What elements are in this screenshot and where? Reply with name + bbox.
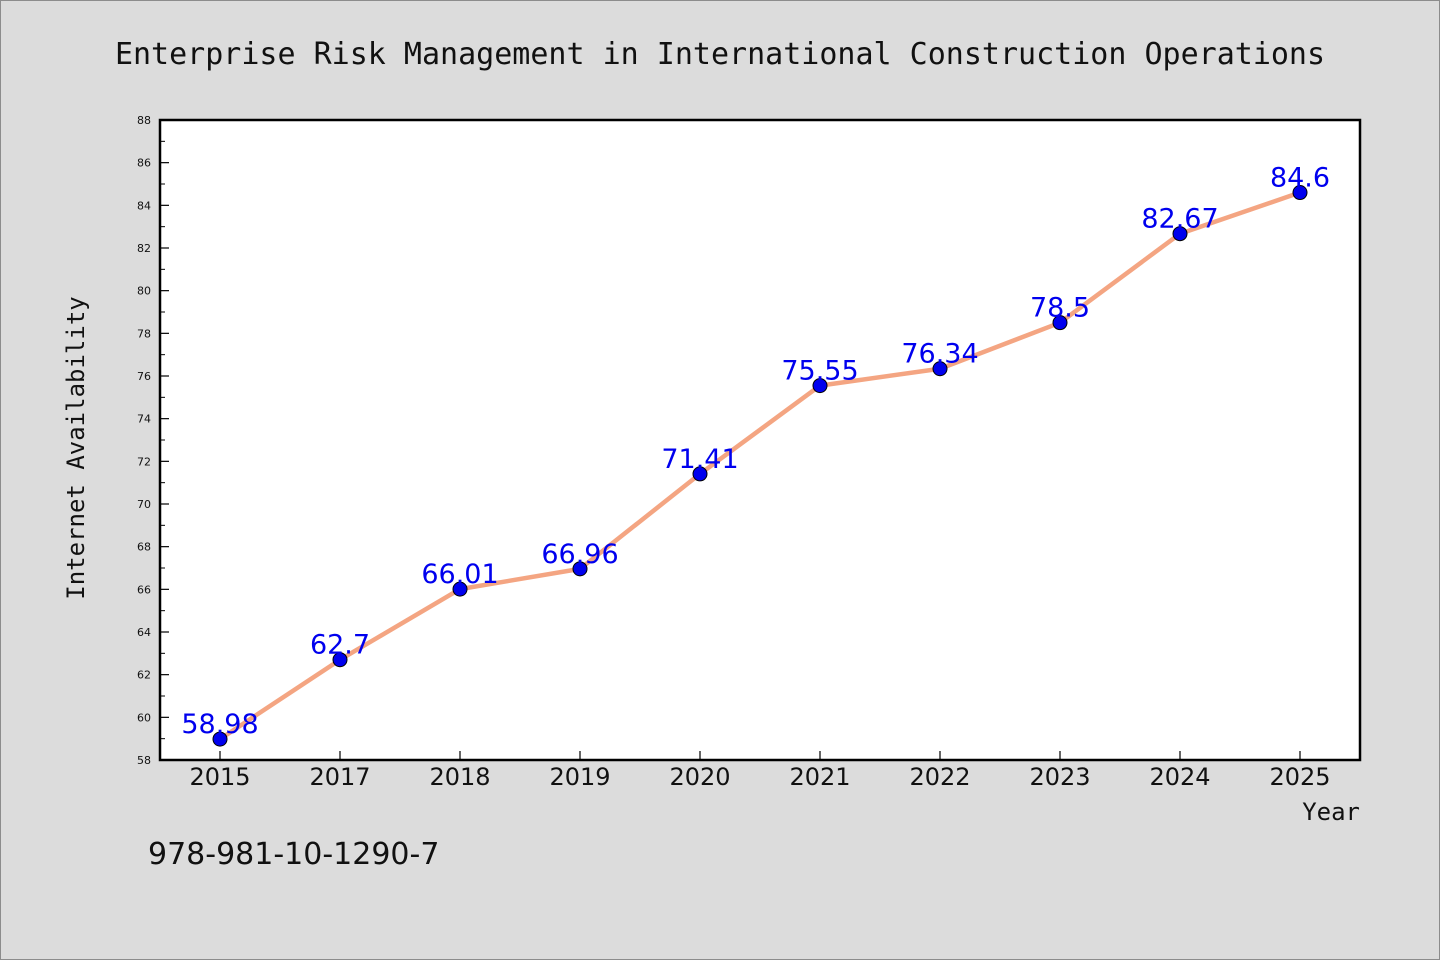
y-tick-label: 84 xyxy=(137,199,151,212)
x-tick-label: 2020 xyxy=(669,763,730,791)
y-tick-label: 64 xyxy=(137,626,151,639)
data-point xyxy=(1172,226,1188,242)
x-tick-label: 2023 xyxy=(1029,763,1090,791)
x-tick-label: 2024 xyxy=(1149,763,1210,791)
data-label: 66.96 xyxy=(541,539,618,570)
x-tick-label: 2017 xyxy=(309,763,370,791)
y-tick-label: 78 xyxy=(137,327,151,340)
y-axis-label: Internet Availability xyxy=(62,296,90,599)
y-tick-label: 80 xyxy=(137,285,151,298)
x-axis: 2015 2017 2018 2019 2020 2021 2022 2023 2024 2025 xyxy=(189,751,1331,791)
y-tick-label: 82 xyxy=(137,242,151,255)
y-tick-label: 62 xyxy=(137,669,151,682)
data-label: 76.34 xyxy=(901,339,978,370)
data-point xyxy=(332,652,348,668)
data-point xyxy=(812,378,828,394)
data-point xyxy=(932,361,948,377)
data-label-group: 58.98 62.7 66.01 66.96 71.41 75.55 76.34 78.5 82… xyxy=(181,163,1330,741)
x-tick-label: 2021 xyxy=(789,763,850,791)
series-line xyxy=(217,190,1303,742)
x-tick-label: 2015 xyxy=(189,763,250,791)
data-label: 75.55 xyxy=(781,356,858,387)
data-label: 58.98 xyxy=(181,709,258,740)
y-tick-label: 60 xyxy=(137,711,151,724)
data-label: 62.7 xyxy=(310,630,370,661)
plot-area xyxy=(160,120,1360,760)
x-tick-label: 2025 xyxy=(1269,763,1330,791)
y-tick-label: 58 xyxy=(137,754,151,767)
y-tick-label: 70 xyxy=(137,498,151,511)
y-tick-label: 86 xyxy=(137,157,151,170)
data-point xyxy=(692,466,708,482)
series-line-group xyxy=(212,185,1308,747)
x-axis-label: Year xyxy=(1302,798,1360,826)
y-tick-label: 74 xyxy=(137,413,151,426)
data-point xyxy=(452,581,468,597)
x-tick-label: 2019 xyxy=(549,763,610,791)
x-tick-label: 2022 xyxy=(909,763,970,791)
data-label: 78.5 xyxy=(1030,293,1090,324)
y-tick-label: 72 xyxy=(137,455,151,468)
data-label: 84.6 xyxy=(1270,163,1330,194)
y-tick-label: 68 xyxy=(137,541,151,554)
data-label: 66.01 xyxy=(421,559,498,590)
chart-title: Enterprise Risk Management in Internatio… xyxy=(115,37,1325,72)
data-point xyxy=(1292,185,1308,201)
y-axis: 58 60 62 64 66 68 70 72 74 76 78 80 82 84 86 88 xyxy=(137,114,169,767)
y-tick-label: 66 xyxy=(137,583,151,596)
y-tick-label: 76 xyxy=(137,370,151,383)
data-label: 82.67 xyxy=(1141,204,1218,235)
data-point xyxy=(572,561,588,577)
isbn-text: 978-981-10-1290-7 xyxy=(148,837,439,872)
plot-frame xyxy=(158,118,1362,762)
y-tick-label: 88 xyxy=(137,114,151,127)
data-point xyxy=(212,731,228,747)
x-tick-label: 2018 xyxy=(429,763,490,791)
data-label: 71.41 xyxy=(661,444,738,475)
data-point xyxy=(1052,315,1068,331)
